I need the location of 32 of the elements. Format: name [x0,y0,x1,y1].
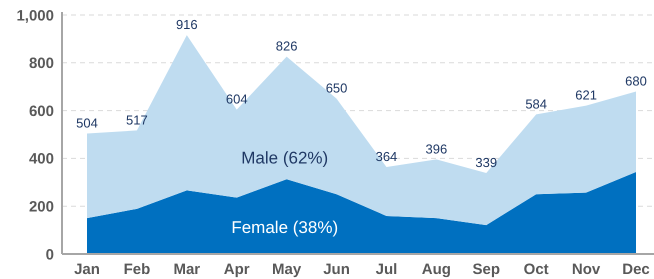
y-tick-label: 800 [28,55,54,72]
x-tick-label: Oct [524,261,549,278]
total-label: 826 [276,38,298,54]
x-tick-label: Sep [472,261,500,278]
y-tick-label: 400 [28,150,54,168]
x-tick-label: Dec [622,261,650,278]
y-tick-label: 600 [28,102,54,120]
total-label: 504 [76,116,98,131]
x-tick-label: Jun [323,261,350,278]
total-label: 604 [226,92,248,107]
total-label: 584 [525,96,548,112]
y-tick-label: 0 [46,246,54,264]
total-label: 517 [126,112,148,128]
total-label: 916 [176,17,198,32]
series-label: Female (38%) [231,218,338,238]
x-tick-label: May [272,261,302,278]
x-tick-label: Aug [422,261,451,278]
total-label: 364 [376,149,398,164]
x-tick-label: Mar [173,261,200,278]
series-label: Male (62%) [241,148,328,168]
total-label: 396 [426,141,448,156]
y-tick-label: 1,000 [16,7,54,24]
total-label: 621 [575,88,597,103]
total-label: 680 [625,73,647,88]
y-tick-label: 200 [28,198,54,216]
total-label: 339 [475,154,498,170]
x-tick-label: Jul [376,261,398,278]
x-tick-label: Nov [572,261,601,278]
x-tick-label: Apr [224,261,250,278]
total-label: 650 [326,80,348,96]
x-tick-label: Jan [74,261,100,278]
x-tick-label: Feb [124,261,150,278]
